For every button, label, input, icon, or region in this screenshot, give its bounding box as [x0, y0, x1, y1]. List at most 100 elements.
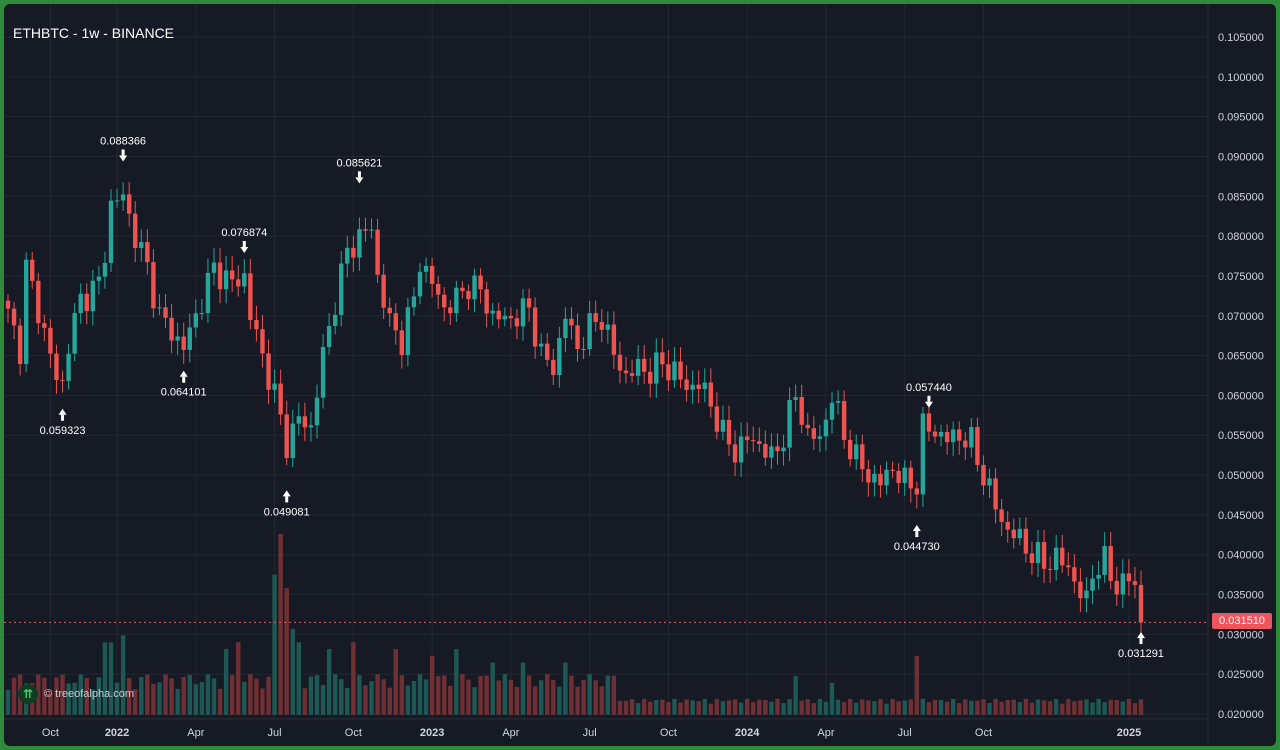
volume-bar [1035, 699, 1041, 715]
candle-body [126, 194, 132, 214]
volume-bar [944, 701, 950, 715]
candle-body [587, 313, 592, 350]
volume-bar [236, 642, 241, 715]
volume-bar [993, 698, 998, 715]
volume-bar [423, 679, 429, 715]
volume-bar [96, 677, 102, 715]
volume-bar [896, 701, 901, 715]
candle-body [266, 353, 271, 390]
candle-body [381, 274, 386, 308]
up-arrow-icon [285, 496, 289, 503]
volume-bar [1029, 702, 1035, 715]
y-tick-label: 0.105000 [1218, 32, 1264, 44]
candle-body [514, 318, 520, 327]
candle-body [841, 401, 847, 440]
x-tick-label: Apr [502, 727, 519, 739]
candle-body [133, 213, 138, 248]
candle-body [890, 469, 895, 471]
volume-bar [872, 701, 877, 715]
volume-bar [405, 685, 411, 715]
volume-bar [448, 685, 453, 715]
candle-body [157, 307, 162, 309]
volume-bar [157, 682, 162, 715]
candle-body [769, 446, 774, 458]
y-tick-label: 0.060000 [1218, 390, 1264, 402]
volume-bar [84, 677, 89, 715]
candle-body [902, 467, 907, 483]
candle-body [205, 272, 211, 314]
candle-body [248, 273, 253, 321]
volume-bar [623, 700, 629, 715]
volume-bar [854, 702, 859, 715]
low-annotation-label: 0.049081 [264, 506, 310, 518]
volume-bar [672, 698, 677, 715]
candle-body [217, 262, 223, 290]
candle-body [30, 259, 35, 281]
volume-bar [847, 698, 853, 715]
volume-bar [1072, 701, 1077, 715]
candle-body [847, 439, 853, 460]
candle-body [1017, 528, 1023, 539]
candle-body [944, 431, 950, 443]
volume-bar [387, 687, 392, 715]
volume-bar [369, 681, 374, 715]
candle-body [423, 265, 429, 272]
candle-body [478, 275, 483, 290]
candle-body [575, 325, 580, 350]
volume-bar [490, 662, 495, 715]
candle-body [914, 488, 920, 495]
down-arrow-icon [924, 401, 933, 408]
candle-body [726, 419, 732, 445]
candle-body [799, 397, 804, 425]
volume-bar [187, 674, 192, 715]
candlestick-chart: 0.105000 0.100000 0.095000 0.090000 0.085000… [4, 4, 1276, 746]
volume-bar [254, 678, 259, 715]
volume-bar [914, 655, 920, 715]
candle-body [290, 423, 295, 459]
volume-bar [811, 703, 817, 715]
candle-body [623, 370, 629, 374]
volume-bar [320, 685, 326, 715]
volume-bar [278, 533, 283, 715]
candle-body [296, 416, 302, 424]
volume-bar [708, 703, 714, 715]
candle-body [569, 318, 574, 326]
x-tick-label: Oct [42, 727, 59, 739]
high-annotation-label: 0.076874 [221, 227, 267, 239]
volume-bar [587, 674, 592, 715]
low-annotation-label: 0.064101 [161, 387, 207, 399]
volume-bar [920, 698, 926, 715]
volume-bar [272, 574, 277, 715]
volume-bar [5, 690, 11, 715]
candle-body [502, 315, 508, 320]
candle-body [223, 270, 229, 290]
up-arrow-icon [179, 370, 188, 377]
candle-body [339, 263, 344, 315]
y-tick-label: 0.090000 [1218, 151, 1264, 163]
candle-body [963, 440, 968, 448]
volume-bar [1017, 702, 1023, 715]
volume-bar [417, 674, 423, 715]
volume-bar [1102, 702, 1107, 715]
candle-body [957, 429, 962, 441]
up-arrow-icon [915, 531, 919, 538]
up-arrow-icon [1137, 632, 1145, 639]
x-tick-label: Apr [187, 727, 204, 739]
volume-bar [205, 674, 211, 715]
candle-body [139, 242, 144, 248]
volume-bar [314, 675, 320, 715]
volume-bar [357, 675, 362, 715]
volume-bar [963, 699, 968, 715]
volume-bar [442, 675, 447, 715]
volume-bar [429, 655, 435, 715]
volume-bar [817, 698, 823, 715]
volume-bar [908, 699, 913, 715]
volume-bar [1078, 700, 1083, 715]
volume-bar [345, 687, 350, 715]
candle-body [1047, 568, 1053, 570]
candle-body [757, 441, 762, 444]
candle-body [660, 352, 665, 365]
candle-body [1023, 528, 1029, 554]
y-tick-label: 0.065000 [1218, 351, 1264, 363]
candle-body [684, 379, 689, 390]
